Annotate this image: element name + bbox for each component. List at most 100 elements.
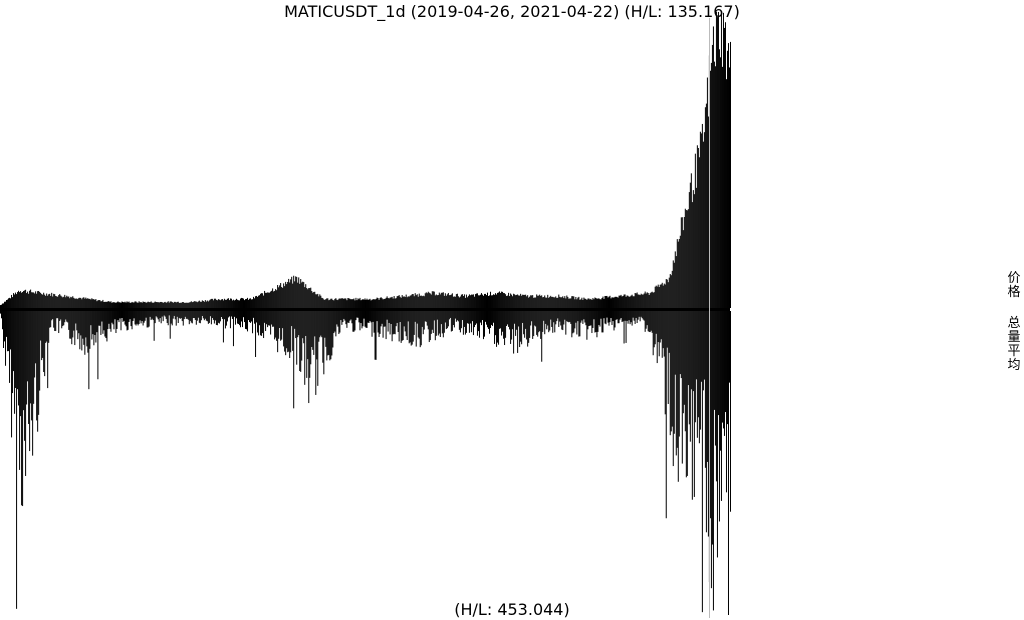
price-bar: [49, 293, 51, 308]
price-bar: [305, 284, 307, 308]
volume-bar: [62, 311, 64, 327]
volume-bar: [143, 311, 145, 323]
price-bar: [45, 295, 47, 308]
price-bar: [461, 294, 463, 308]
price-bar: [528, 297, 530, 308]
price-bar: [10, 298, 12, 308]
price-bar: [491, 295, 493, 308]
volume-bar: [694, 311, 696, 423]
volume-bar: [526, 311, 528, 340]
volume-bar: [95, 311, 97, 343]
volume-bar: [545, 311, 547, 324]
price-bar: [221, 299, 223, 308]
volume-bar: [17, 311, 19, 390]
volume-bar: [266, 311, 268, 325]
volume-bar: [474, 311, 476, 325]
price-bar: [669, 274, 671, 308]
volume-bar: [643, 311, 645, 321]
price-bar: [549, 296, 551, 308]
price-bar: [304, 287, 306, 308]
price-bar: [174, 301, 176, 308]
volume-bar: [426, 311, 428, 326]
volume-bar: [179, 311, 181, 319]
price-bar: [651, 291, 653, 308]
volume-bar: [269, 311, 271, 326]
price-bar: [593, 299, 595, 308]
price-bar: [92, 299, 94, 308]
price-bar: [719, 57, 721, 309]
volume-bar: [362, 311, 364, 327]
price-bar: [271, 290, 273, 308]
volume-bar: [429, 311, 431, 341]
price-bar: [686, 210, 688, 308]
volume-bar: [148, 311, 150, 327]
volume-bar: [348, 311, 350, 323]
volume-bar: [335, 311, 337, 337]
price-bar: [88, 298, 90, 308]
price-bar: [344, 298, 346, 308]
price-bar: [502, 291, 504, 308]
volume-bar: [63, 311, 65, 326]
volume-bar: [395, 311, 397, 327]
volume-bar: [500, 311, 502, 329]
price-bar: [247, 297, 249, 308]
price-bar: [55, 295, 57, 308]
volume-bar: [234, 311, 236, 325]
price-bar: [6, 300, 8, 308]
price-bar: [132, 302, 134, 308]
volume-bar: [543, 311, 545, 321]
volume-bar: [515, 311, 517, 336]
volume-bar: [510, 311, 512, 344]
volume-bar: [590, 311, 592, 326]
price-bar: [522, 294, 524, 308]
price-bar: [602, 296, 604, 308]
price-bar: [47, 295, 49, 308]
price-bar: [57, 296, 59, 308]
price-bar: [606, 295, 608, 308]
price-bar: [211, 298, 213, 308]
price-bar: [575, 296, 577, 308]
volume-bar: [49, 311, 51, 328]
price-bar: [479, 294, 481, 308]
volume-bar: [466, 311, 468, 324]
price-bar: [624, 294, 626, 308]
price-bar: [96, 301, 98, 308]
price-bar: [5, 301, 7, 308]
volume-bar: [299, 311, 301, 371]
price-bar: [291, 276, 293, 308]
volume-bar: [324, 311, 326, 338]
price-bar: [462, 296, 464, 308]
volume-bar: [604, 311, 606, 324]
price-bar: [74, 298, 76, 308]
price-bar: [722, 12, 724, 309]
price-bar: [286, 284, 288, 308]
volume-bar: [374, 311, 376, 360]
price-bar: [600, 299, 602, 308]
volume-bar: [363, 311, 365, 319]
price-bar: [623, 294, 625, 308]
price-bar: [232, 299, 234, 308]
volume-bar: [157, 311, 159, 320]
marker-line: [709, 18, 710, 618]
price-bar: [382, 299, 384, 308]
price-bar: [385, 297, 387, 308]
price-bar: [681, 217, 683, 308]
volume-bar: [411, 311, 413, 345]
volume-bar: [592, 311, 594, 328]
volume-bar: [679, 311, 681, 375]
price-bar: [683, 217, 685, 308]
price-bar: [303, 282, 305, 308]
price-bar: [425, 292, 427, 308]
price-bar: [72, 296, 74, 308]
volume-bar: [7, 311, 9, 352]
volume-bar: [689, 311, 691, 442]
price-bar: [339, 298, 341, 308]
price-bar: [1, 304, 2, 308]
volume-bar: [520, 311, 522, 342]
volume-bar: [30, 311, 32, 404]
volume-bar: [182, 311, 184, 326]
price-bar: [160, 301, 162, 308]
price-bar: [711, 44, 713, 308]
price-bar: [3, 303, 5, 308]
price-bar: [558, 294, 560, 308]
